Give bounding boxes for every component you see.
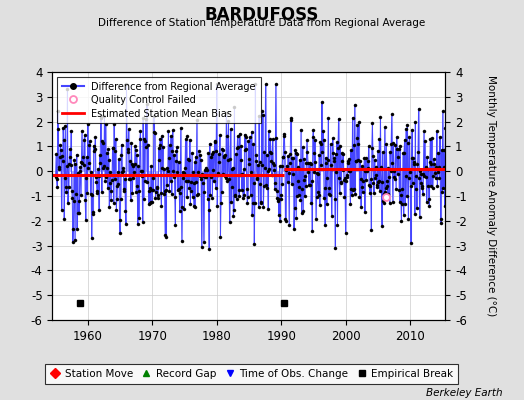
Legend: Station Move, Record Gap, Time of Obs. Change, Empirical Break: Station Move, Record Gap, Time of Obs. C… <box>45 364 459 384</box>
Legend: Difference from Regional Average, Quality Control Failed, Estimated Station Mean: Difference from Regional Average, Qualit… <box>57 77 260 123</box>
Text: Difference of Station Temperature Data from Regional Average: Difference of Station Temperature Data f… <box>99 18 425 28</box>
Text: BARDUFOSS: BARDUFOSS <box>205 6 319 24</box>
Text: Berkeley Earth: Berkeley Earth <box>427 388 503 398</box>
Y-axis label: Monthly Temperature Anomaly Difference (°C): Monthly Temperature Anomaly Difference (… <box>486 75 496 317</box>
